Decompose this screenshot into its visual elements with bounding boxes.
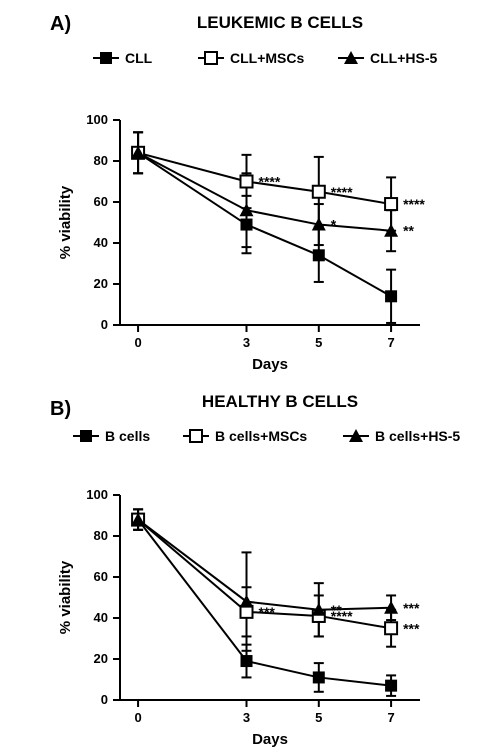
svg-text:**: ** — [331, 602, 342, 618]
svg-text:CLL+MSCs: CLL+MSCs — [230, 50, 305, 66]
svg-text:****: **** — [403, 196, 425, 212]
svg-text:***: *** — [259, 604, 276, 620]
svg-text:0: 0 — [101, 692, 108, 707]
svg-text:60: 60 — [94, 569, 108, 584]
svg-text:A): A) — [50, 13, 71, 35]
svg-text:5: 5 — [315, 335, 322, 350]
svg-text:3: 3 — [243, 710, 250, 725]
svg-text:CLL: CLL — [125, 50, 153, 66]
svg-text:5: 5 — [315, 710, 322, 725]
svg-text:***: *** — [403, 600, 420, 616]
svg-text:7: 7 — [387, 335, 394, 350]
svg-text:80: 80 — [94, 528, 108, 543]
svg-text:***: *** — [403, 620, 420, 636]
svg-text:100: 100 — [86, 487, 108, 502]
svg-text:****: **** — [331, 184, 353, 200]
svg-text:40: 40 — [94, 235, 108, 250]
svg-text:% viability: % viability — [57, 560, 74, 634]
svg-text:LEUKEMIC B CELLS: LEUKEMIC B CELLS — [197, 13, 363, 32]
svg-text:0: 0 — [101, 317, 108, 332]
svg-text:B cells: B cells — [105, 428, 150, 444]
svg-text:40: 40 — [94, 610, 108, 625]
svg-text:**: ** — [403, 223, 414, 239]
svg-text:60: 60 — [94, 194, 108, 209]
svg-text:3: 3 — [243, 335, 250, 350]
svg-text:% viability: % viability — [57, 185, 74, 259]
svg-text:HEALTHY B CELLS: HEALTHY B CELLS — [202, 392, 358, 411]
svg-text:20: 20 — [94, 276, 108, 291]
svg-text:20: 20 — [94, 651, 108, 666]
svg-text:7: 7 — [387, 710, 394, 725]
svg-text:B cells+HS-5: B cells+HS-5 — [375, 428, 460, 444]
svg-text:0: 0 — [134, 335, 141, 350]
svg-text:****: **** — [259, 174, 281, 190]
svg-text:*: * — [331, 217, 337, 233]
svg-text:B): B) — [50, 398, 71, 420]
svg-text:Days: Days — [252, 356, 288, 373]
svg-text:100: 100 — [86, 112, 108, 127]
svg-text:Days: Days — [252, 731, 288, 748]
svg-text:0: 0 — [134, 710, 141, 725]
svg-text:80: 80 — [94, 153, 108, 168]
svg-text:B cells+MSCs: B cells+MSCs — [215, 428, 307, 444]
svg-text:CLL+HS-5: CLL+HS-5 — [370, 50, 438, 66]
